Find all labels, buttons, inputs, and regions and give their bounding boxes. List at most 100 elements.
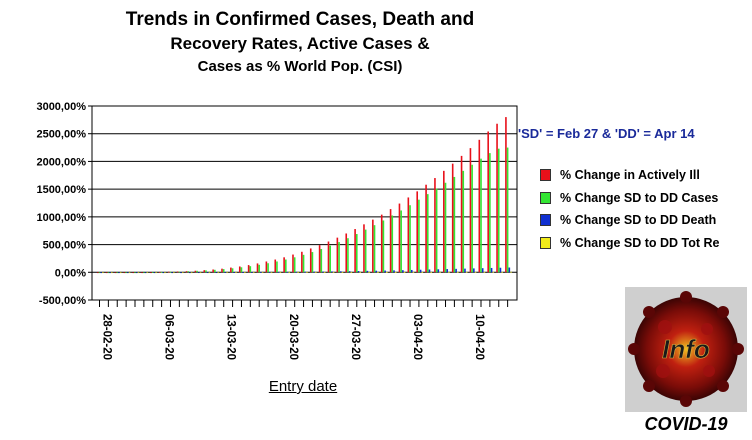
bar-3 — [304, 271, 307, 273]
bar-2 — [169, 271, 172, 273]
bar-1 — [372, 219, 374, 273]
bar-4 — [465, 271, 468, 273]
bar-3 — [481, 268, 484, 273]
bar-3 — [393, 270, 395, 273]
bar-4 — [439, 271, 441, 273]
bar-4 — [510, 271, 512, 273]
bar-2 — [338, 242, 340, 273]
bar-4 — [474, 271, 477, 273]
bar-1 — [150, 272, 152, 274]
bar-4 — [261, 272, 264, 274]
bar-3 — [153, 272, 156, 274]
y-tick-label: 500,00% — [43, 240, 87, 252]
bar-3 — [127, 272, 129, 274]
bar-3 — [410, 269, 413, 273]
bar-2 — [178, 271, 181, 273]
bar-1 — [256, 263, 259, 273]
logo-text: Info — [662, 334, 710, 364]
bar-4 — [306, 272, 308, 273]
bar-3 — [189, 272, 191, 274]
bar-1 — [247, 265, 250, 273]
bar-4 — [235, 272, 237, 274]
legend-swatch-tot-re — [540, 236, 551, 249]
bar-2 — [160, 271, 163, 273]
bar-1 — [265, 261, 268, 273]
bar-2 — [373, 225, 376, 273]
bar-3 — [295, 271, 298, 273]
bar-4 — [323, 272, 326, 273]
bar-3 — [366, 270, 369, 273]
y-tick-label: 0,00% — [55, 267, 86, 279]
legend-swatch-death — [540, 214, 551, 227]
bar-4 — [394, 272, 397, 273]
bar-2 — [320, 249, 323, 273]
bar-2 — [435, 188, 438, 273]
bar-4 — [483, 271, 486, 273]
chart-title: Trends in Confirmed Cases, Death and Rec… — [90, 8, 510, 78]
bar-2 — [400, 210, 402, 273]
bar-2 — [276, 261, 278, 273]
bar-4 — [244, 272, 246, 274]
bar-2 — [391, 215, 394, 273]
bar-3 — [508, 267, 511, 273]
bar-2 — [187, 271, 190, 273]
bar-2 — [311, 252, 314, 273]
bar-1 — [97, 272, 99, 274]
bar-4 — [208, 272, 211, 274]
bar-1 — [185, 271, 188, 273]
x-tick-label: 13-03-20 — [225, 314, 237, 360]
bar-4 — [288, 272, 291, 273]
bar-1 — [425, 184, 427, 273]
x-tick-label: 28-02-20 — [101, 314, 113, 360]
bar-3 — [162, 272, 165, 274]
bar-2 — [347, 238, 349, 273]
bar-3 — [215, 272, 218, 274]
bar-4 — [315, 272, 317, 273]
bar-2 — [222, 269, 225, 273]
bar-4 — [421, 271, 424, 273]
bar-1 — [416, 191, 419, 273]
bar-1 — [345, 233, 348, 273]
bar-2 — [125, 272, 127, 274]
bar-3 — [260, 272, 262, 273]
bar-2 — [302, 254, 305, 273]
bar-2 — [249, 266, 252, 273]
bar-3 — [224, 272, 227, 273]
legend-label-cases: % Change SD to DD Cases — [560, 190, 719, 205]
x-tick-label: 06-03-20 — [163, 314, 175, 360]
bar-3 — [171, 272, 173, 274]
bar-3 — [357, 271, 360, 273]
chart-title-line-1: Trends in Confirmed Cases, Death and — [125, 9, 475, 30]
y-tick-label: 1000,00% — [36, 212, 86, 224]
bar-2 — [497, 148, 500, 273]
bar-1 — [194, 270, 197, 273]
bar-1 — [496, 123, 498, 273]
bar-2 — [267, 263, 269, 273]
bar-2 — [426, 194, 429, 273]
chart-title-line-2: Recovery Rates, Active Cases & — [170, 34, 430, 53]
bar-1 — [451, 163, 454, 273]
bar-4 — [102, 272, 104, 274]
bar-2 — [462, 170, 465, 273]
bar-1 — [221, 268, 223, 273]
bar-3 — [135, 272, 138, 274]
bar-2 — [240, 267, 243, 273]
bar-2 — [205, 270, 207, 273]
legend-label-death: % Change SD to DD Death — [560, 213, 717, 228]
bar-1 — [301, 251, 303, 273]
bar-1 — [469, 148, 472, 273]
bar-1 — [230, 267, 232, 273]
bar-1 — [274, 259, 277, 273]
bar-1 — [407, 197, 410, 273]
x-tick-label: 27-03-20 — [349, 314, 361, 360]
bar-3 — [331, 271, 333, 273]
bar-3 — [375, 270, 378, 273]
bar-4 — [368, 272, 370, 273]
bar-4 — [377, 272, 379, 273]
bar-3 — [446, 269, 449, 273]
legend-item-tot-re: % Change SD to DD Tot Re — [540, 232, 720, 255]
bar-1 — [105, 272, 108, 274]
bar-1 — [354, 229, 356, 273]
bar-2 — [151, 272, 154, 273]
